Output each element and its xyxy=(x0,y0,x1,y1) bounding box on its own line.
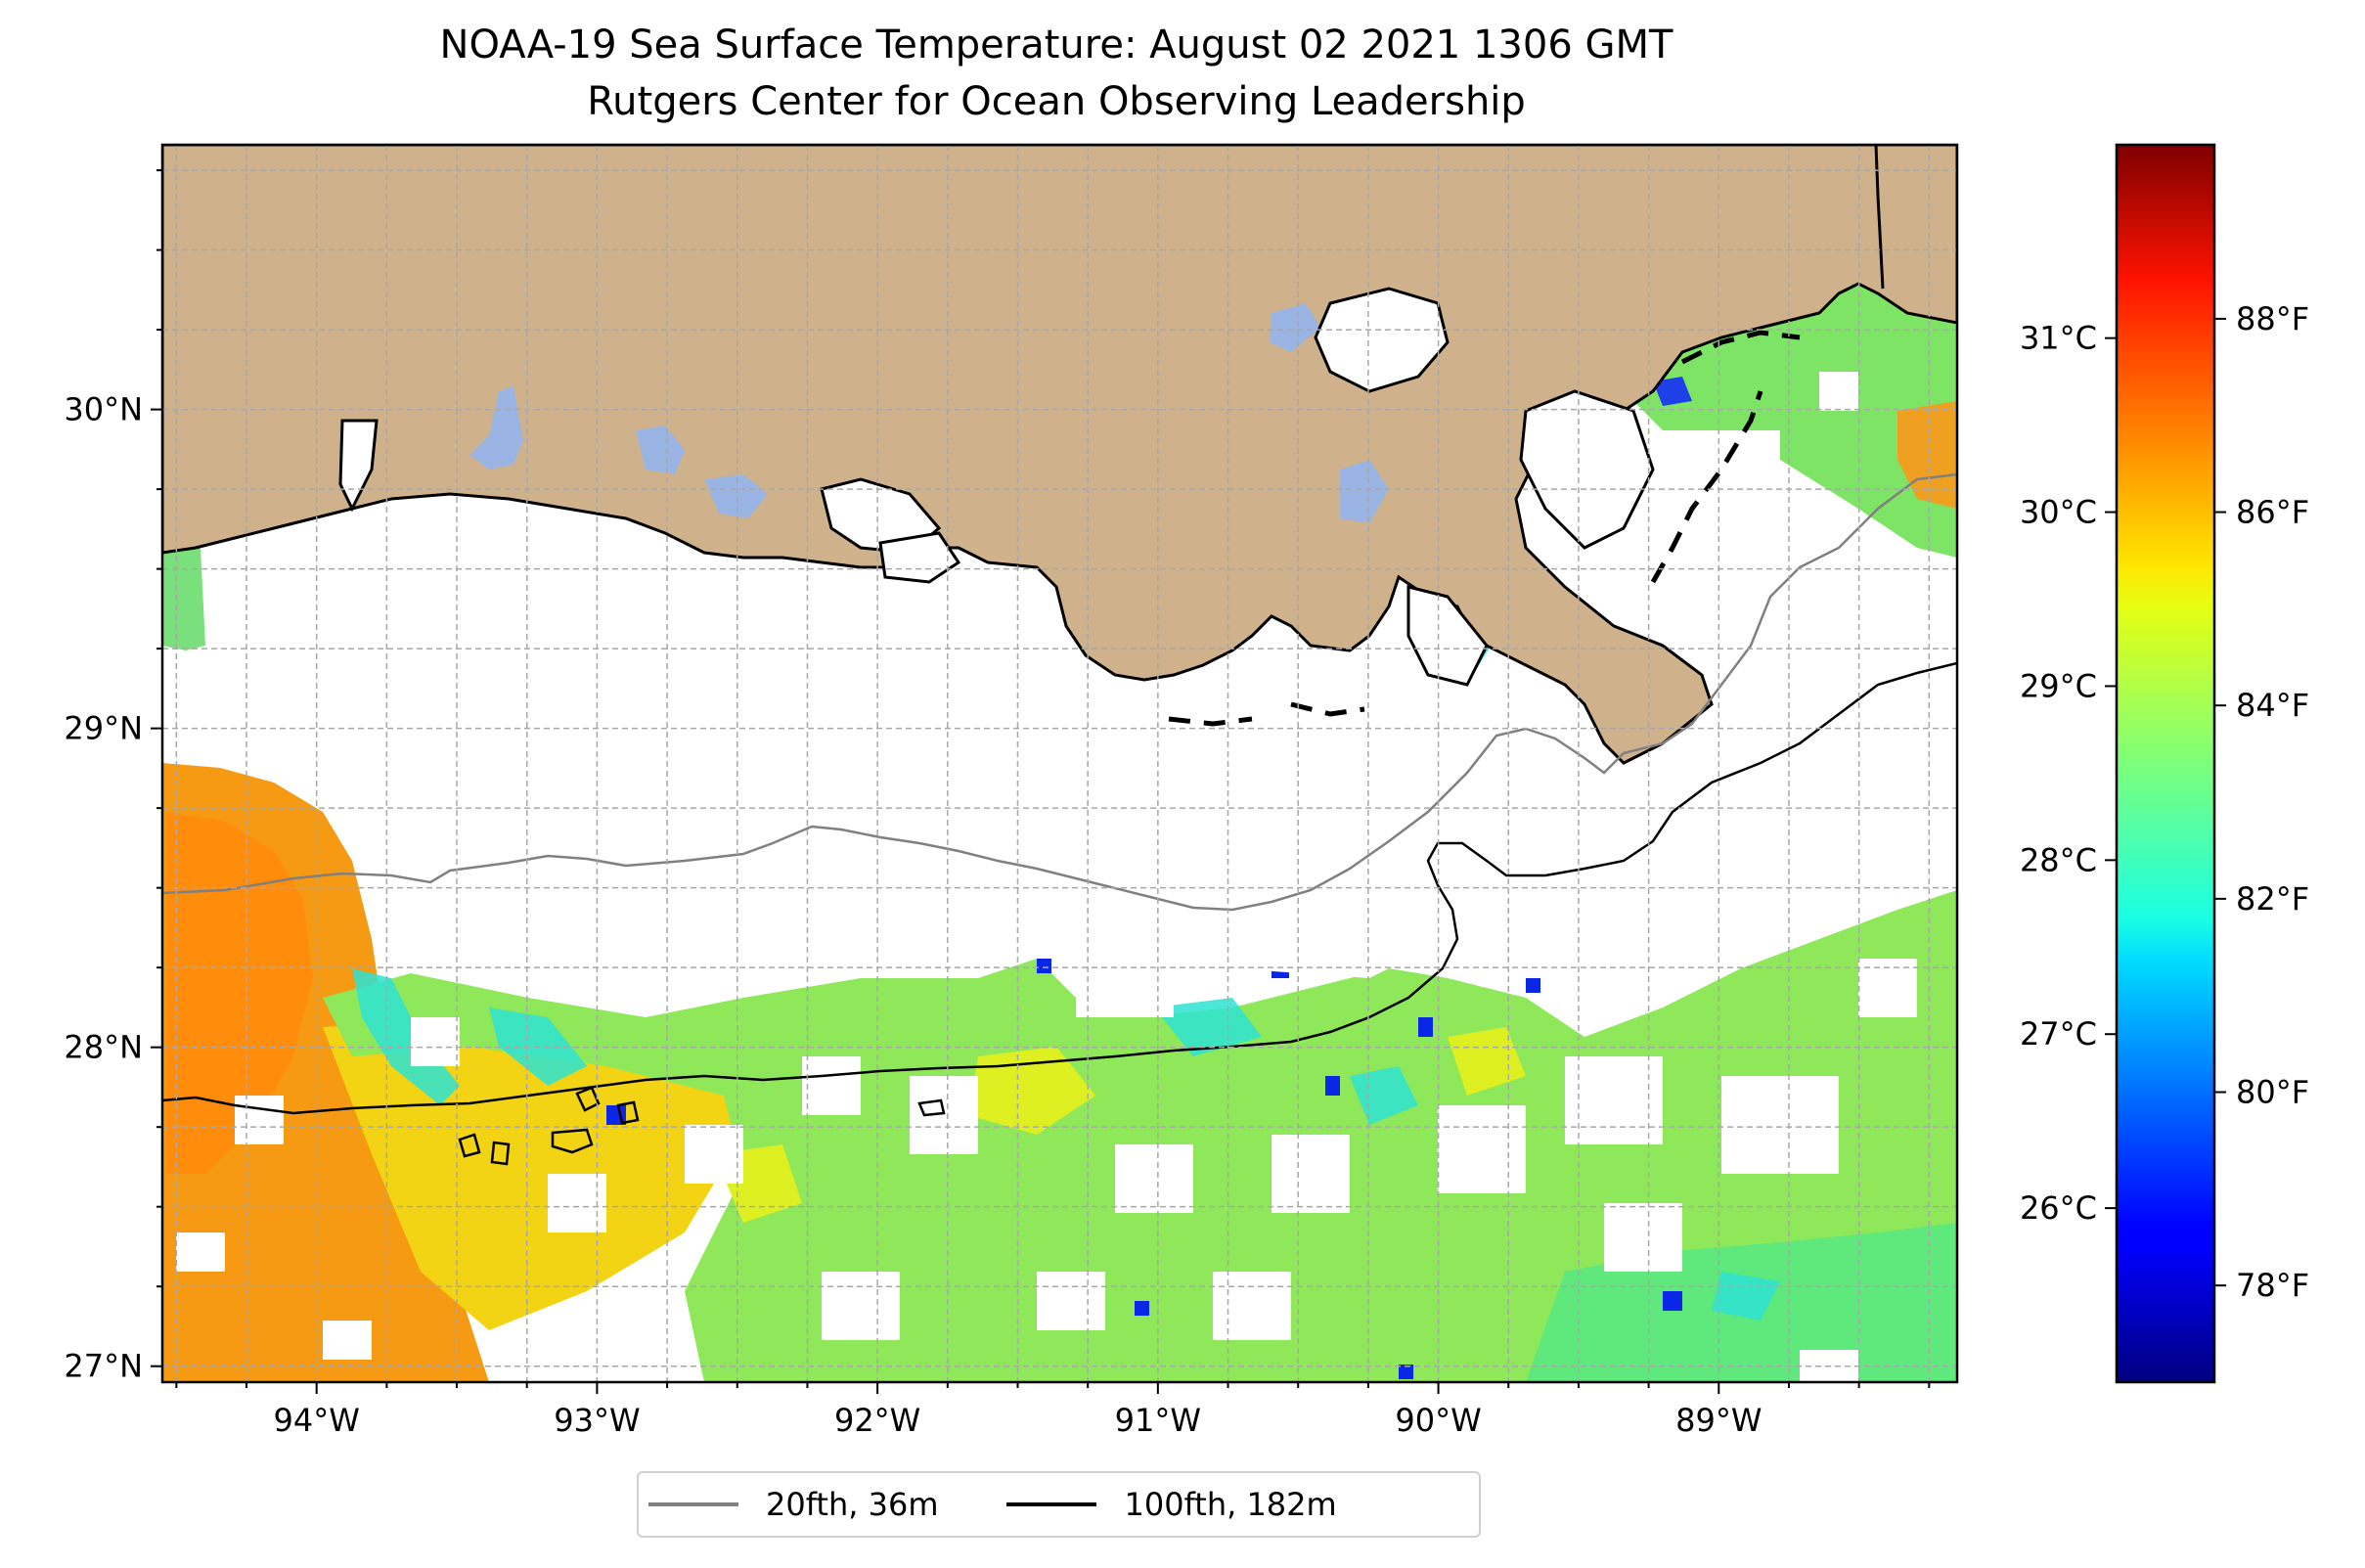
legend-label-20fth: 20fth, 36m xyxy=(766,1486,939,1523)
lat-tick-label: 27°N xyxy=(64,1348,143,1385)
coastal-water-bodies xyxy=(338,287,1655,687)
legend-swatch-100fth xyxy=(1006,1502,1097,1506)
lon-tick-label: 93°W xyxy=(554,1402,640,1439)
map-gridlines xyxy=(162,145,1957,1382)
legend-item-20fth: 20fth, 36m xyxy=(648,1486,938,1523)
colorbar-fahrenheit-ticks: 88°F 86°F 84°F 82°F 80°F 78°F xyxy=(2214,300,2309,1304)
sabine-lake-area xyxy=(469,386,523,470)
isobath-100fth-line xyxy=(162,661,1957,1115)
colorbar-celsius-label: 28°C xyxy=(2020,841,2097,878)
inland-lakes xyxy=(469,303,1389,523)
legend-label-100fth: 100fth, 182m xyxy=(1124,1486,1337,1523)
map-frame xyxy=(160,143,1959,1384)
sst-yellow-patches xyxy=(714,1027,1526,1223)
sst-green-central xyxy=(323,890,1957,1382)
colorbar-celsius-label: 30°C xyxy=(2020,494,2097,531)
barrier-islands xyxy=(1168,330,1801,727)
sst-orange-inner xyxy=(166,812,313,1174)
isobath-20fth-line xyxy=(162,472,1957,912)
grand-lake xyxy=(704,474,768,518)
lon-tick-label: 92°W xyxy=(834,1402,920,1439)
colorbar-celsius-label: 29°C xyxy=(2020,667,2097,704)
sst-data-layer xyxy=(162,284,1957,1382)
colorbar-celsius-ticks: 31°C 30°C 29°C 28°C 27°C 26°C xyxy=(2020,320,2117,1227)
map-subtitle: Rutgers Center for Ocean Observing Leade… xyxy=(587,79,1526,124)
latitude-labels: 30°N 29°N 28°N 27°N xyxy=(64,391,143,1385)
colorbar-fahrenheit-label: 78°F xyxy=(2236,1267,2309,1304)
atchafalaya-bay xyxy=(878,531,961,584)
colorbar xyxy=(2115,143,2216,1384)
colorbar-fahrenheit-label: 86°F xyxy=(2236,494,2309,531)
colorbar-fahrenheit-label: 82°F xyxy=(2236,880,2309,918)
barataria-bay xyxy=(1406,585,1489,687)
calcasieu-lake xyxy=(636,426,685,474)
lat-tick-label: 29°N xyxy=(64,710,143,747)
isobath-legend: 20fth, 36m 100fth, 182m xyxy=(637,1471,1481,1538)
map-axis-ticks xyxy=(151,169,1931,1394)
colorbar-celsius-label: 31°C xyxy=(2020,320,2097,357)
longitude-labels: 94°W 93°W 92°W 91°W 90°W 89°W xyxy=(274,1402,1763,1439)
map-title: NOAA-19 Sea Surface Temperature: August … xyxy=(439,22,1673,67)
colorbar-fahrenheit-label: 84°F xyxy=(2236,687,2309,724)
lon-tick-label: 90°W xyxy=(1395,1402,1481,1439)
colorbar-celsius-label: 27°C xyxy=(2020,1015,2097,1053)
colorbar-fahrenheit-label: 88°F xyxy=(2236,300,2309,337)
breton-sound xyxy=(1519,389,1655,550)
sst-nw-coastal-strip xyxy=(162,548,205,650)
lat-tick-label: 28°N xyxy=(64,1029,143,1066)
legend-item-100fth: 100fth, 182m xyxy=(1006,1486,1337,1523)
lake-pontchartrain xyxy=(1314,287,1450,393)
state-border xyxy=(1874,145,1885,290)
lat-tick-label: 30°N xyxy=(64,391,143,428)
sst-cloud-gaps xyxy=(176,372,1917,1382)
lake-maurepas xyxy=(1270,303,1320,352)
lon-tick-label: 91°W xyxy=(1115,1402,1201,1439)
isobath-100fth-islets xyxy=(458,1086,946,1166)
colorbar-fahrenheit-label: 80°F xyxy=(2236,1074,2309,1111)
legend-swatch-20fth xyxy=(648,1502,738,1506)
lake-verret xyxy=(1340,460,1389,523)
lon-tick-label: 94°W xyxy=(274,1402,360,1439)
map-panel xyxy=(162,145,1957,1382)
colorbar-celsius-label: 26°C xyxy=(2020,1189,2097,1227)
lon-tick-label: 89°W xyxy=(1675,1402,1762,1439)
